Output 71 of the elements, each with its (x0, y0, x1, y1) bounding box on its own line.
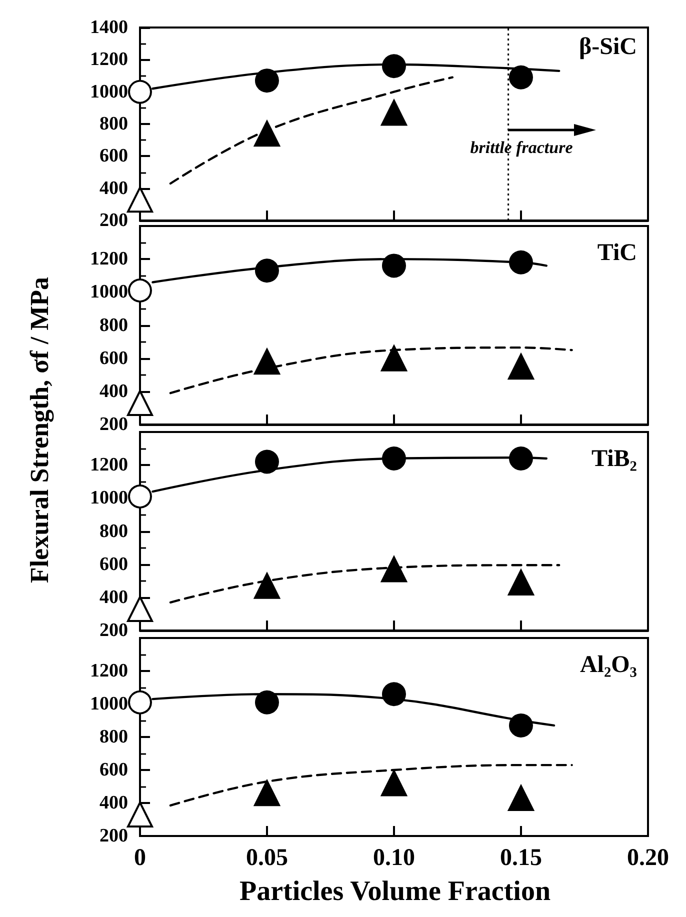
y-tick-label: 1200 (90, 49, 128, 70)
point (254, 780, 280, 806)
x-tick-label: 0.15 (500, 845, 542, 871)
y-axis-title: Flexural Strength, σf / MPa (25, 276, 55, 586)
y-tick-label: 400 (100, 380, 128, 402)
x-tick-label: 0 (134, 845, 146, 871)
point (128, 690, 152, 714)
y-tick-label: 1400 (90, 17, 128, 38)
point (382, 54, 406, 78)
y-tick-label: 1200 (90, 660, 128, 682)
point (255, 68, 279, 93)
point (381, 770, 407, 796)
point (508, 354, 534, 380)
point (127, 596, 153, 622)
y-tick-label: 1000 (90, 282, 128, 303)
y-tick-label: 1000 (90, 81, 128, 102)
point (255, 690, 279, 714)
point (128, 278, 152, 303)
point (128, 80, 152, 104)
point (127, 802, 153, 828)
y-tick-label: 200 (100, 826, 128, 846)
y-tick-label: 800 (100, 314, 128, 336)
y-tick-label: 400 (100, 792, 128, 814)
point (509, 713, 533, 738)
y-tick-label: 1000 (90, 694, 128, 714)
point (382, 682, 406, 706)
x-tick-label: 0.20 (627, 845, 669, 871)
y-tick-label: 800 (100, 520, 128, 542)
y-tick-label: 600 (100, 146, 128, 167)
y-tick-label: 800 (100, 114, 128, 134)
y-tick-label: 600 (100, 348, 128, 369)
y-tick-label: 400 (100, 178, 128, 199)
point (254, 348, 280, 375)
line-series (169, 346, 573, 394)
point (508, 785, 534, 812)
point (381, 345, 407, 372)
point (509, 446, 533, 470)
point (509, 250, 533, 274)
y-tick-label: 1000 (90, 488, 128, 509)
line-series (169, 76, 454, 185)
text: TiB₂ (592, 446, 638, 472)
point (255, 450, 279, 474)
point (127, 186, 153, 213)
y-tick-label: 1200 (90, 248, 128, 270)
text: Al₂O₃ (580, 652, 638, 678)
y-tick-label: 200 (100, 210, 128, 231)
y-tick-label: 200 (100, 620, 128, 641)
chart-title: β-SiC (579, 34, 637, 60)
point (382, 446, 406, 470)
y-tick-label: 200 (100, 414, 128, 435)
point (128, 484, 152, 509)
text: TiC (597, 240, 638, 266)
y-tick-label: 600 (100, 760, 128, 780)
point (382, 254, 406, 278)
point (381, 556, 407, 582)
line-series (169, 764, 573, 807)
point (381, 100, 407, 126)
x-tick-label: 0.05 (246, 845, 288, 871)
point (255, 258, 279, 283)
x-tick-label: 0.10 (373, 845, 415, 871)
ref-line-label: brittle fracture (470, 138, 573, 158)
x-axis-title: Particles Volume Fraction (238, 876, 552, 908)
y-tick-label: 400 (100, 586, 128, 608)
y-tick-label: 1200 (90, 454, 128, 476)
point (509, 65, 533, 90)
y-tick-label: 600 (100, 554, 128, 575)
point (254, 120, 280, 147)
point (254, 572, 280, 599)
point (127, 390, 153, 416)
point (508, 570, 534, 596)
y-tick-label: 800 (100, 726, 128, 748)
